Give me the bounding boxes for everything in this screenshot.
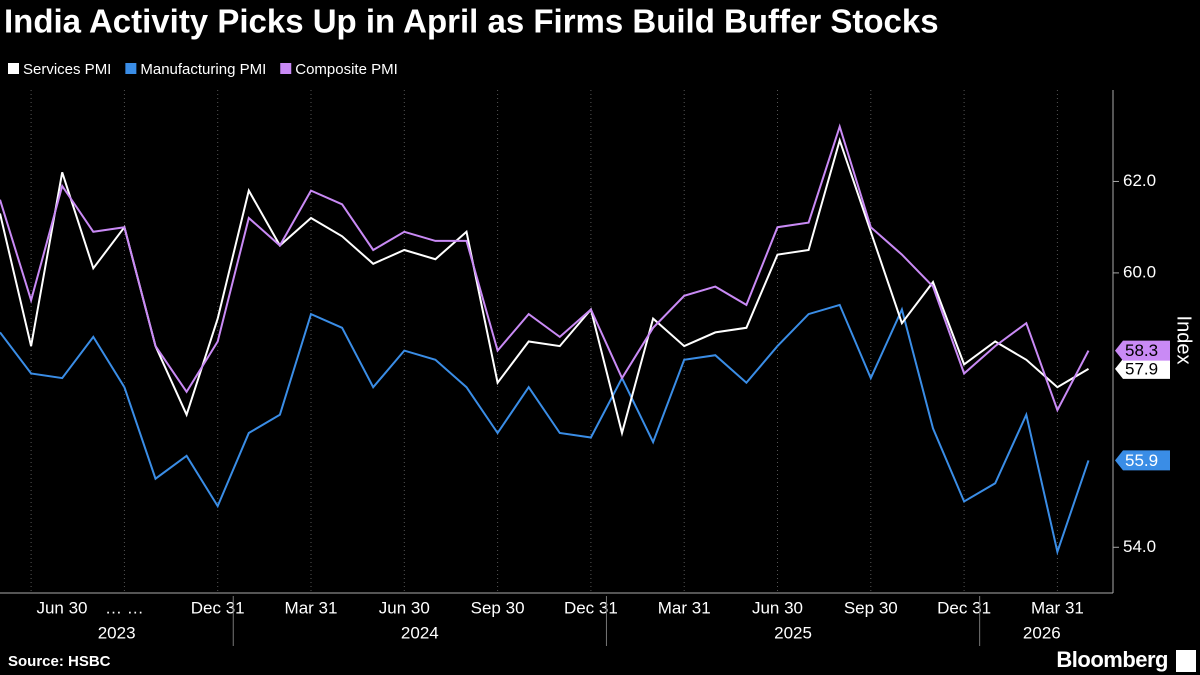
x-tick-label: Mar 31 (1031, 598, 1084, 617)
value-label-box (1115, 340, 1170, 361)
x-year-label: 2023 (98, 623, 136, 642)
chart-title: India Activity Picks Up in April as Firm… (4, 3, 939, 40)
brand-icon (1176, 650, 1196, 672)
x-tick-label: Jun 30 (36, 598, 87, 617)
x-year-label: 2026 (1023, 623, 1061, 642)
y-tick-label: 60.0 (1123, 262, 1156, 281)
y-tick-label: 62.0 (1123, 171, 1156, 190)
value-label: 57.9 (1125, 359, 1158, 378)
legend-swatch (8, 63, 19, 74)
x-year-label: 2025 (774, 623, 812, 642)
value-label-box (1115, 358, 1170, 379)
legend-label: Services PMI (23, 61, 111, 78)
x-year-label: 2024 (401, 623, 439, 642)
x-tick-label: Dec 31 (191, 598, 245, 617)
line-series (0, 136, 1090, 437)
legend-swatch (125, 63, 137, 74)
legend-label: Composite PMI (295, 61, 398, 78)
x-tick-label: Mar 31 (658, 598, 711, 617)
x-tick-label: Dec 31 (937, 598, 991, 617)
brand: Bloomberg (1056, 647, 1168, 672)
x-tick-label: Mar 31 (285, 598, 338, 617)
legend-swatch (280, 63, 292, 74)
x-tick-label: Dec 31 (564, 598, 618, 617)
x-tick-label: Sep 30 (844, 598, 898, 617)
x-tick-label: Jun 30 (379, 598, 430, 617)
line-series (0, 123, 1090, 413)
source: Source: HSBC (8, 653, 111, 670)
line-series (0, 303, 1090, 556)
y-tick-label: 54.0 (1123, 537, 1156, 556)
x-tick-label: Sep 30 (471, 598, 525, 617)
value-label: 58.3 (1125, 341, 1158, 360)
value-label-box (1115, 450, 1170, 471)
y-axis-label: Index (1173, 316, 1195, 365)
legend-label: Manufacturing PMI (140, 61, 266, 78)
x-tick-label: … … (105, 598, 144, 617)
value-label: 55.9 (1125, 451, 1158, 470)
x-tick-label: Jun 30 (752, 598, 803, 617)
